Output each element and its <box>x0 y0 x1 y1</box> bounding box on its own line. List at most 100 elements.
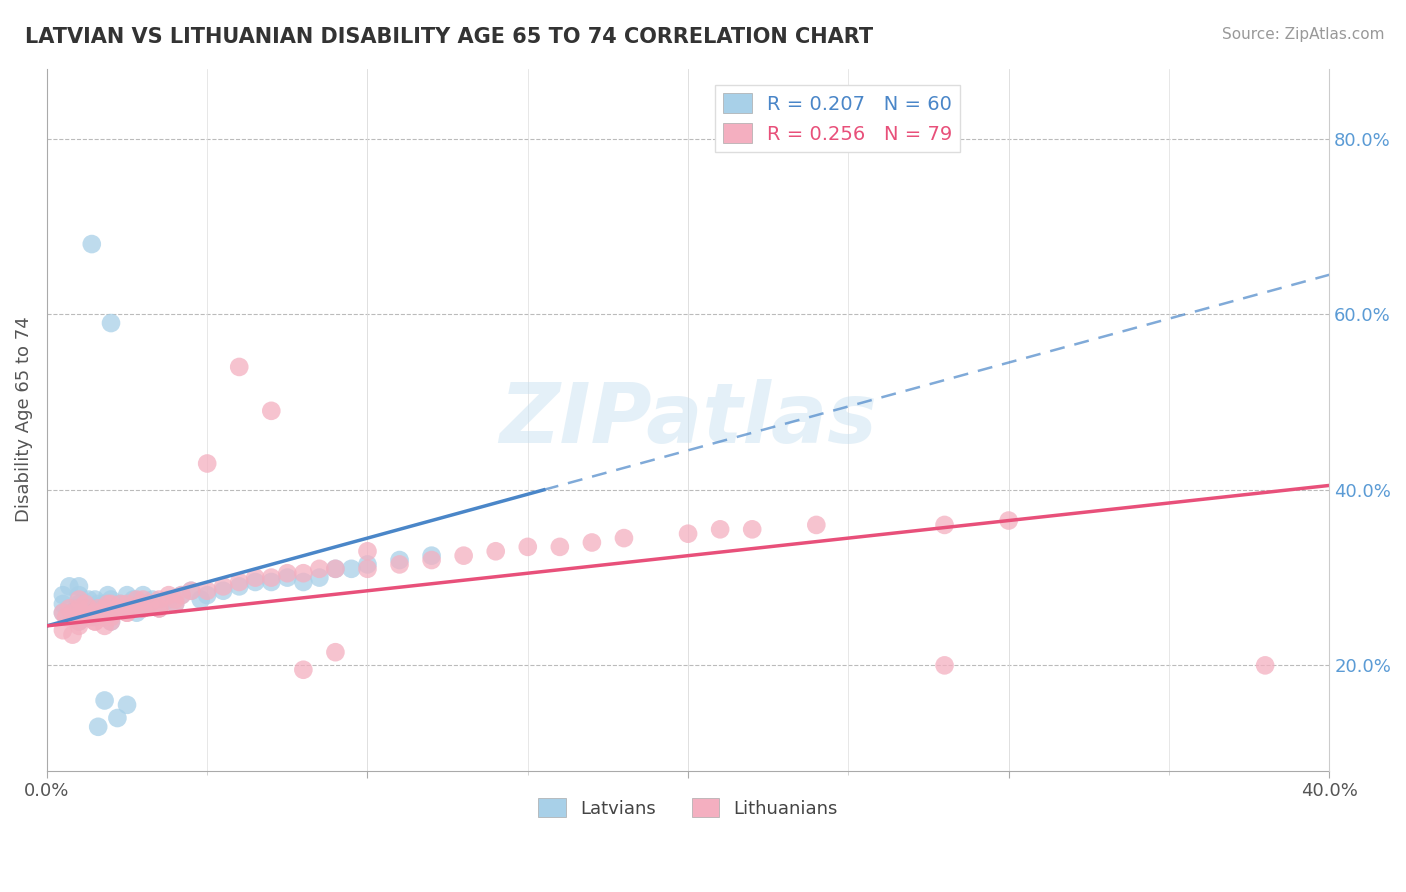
Point <box>97 588 120 602</box>
Point <box>180 583 202 598</box>
Point <box>356 558 378 572</box>
Text: LATVIAN VS LITHUANIAN DISABILITY AGE 65 TO 74 CORRELATION CHART: LATVIAN VS LITHUANIAN DISABILITY AGE 65 … <box>25 27 873 46</box>
Point <box>52 606 75 620</box>
Point <box>245 571 267 585</box>
Point <box>292 663 315 677</box>
Point <box>138 597 160 611</box>
Point <box>356 562 378 576</box>
Point <box>132 592 155 607</box>
Point <box>100 316 122 330</box>
Point <box>453 549 475 563</box>
Point <box>170 588 193 602</box>
Point <box>107 601 129 615</box>
Point <box>84 615 107 629</box>
Point <box>148 601 170 615</box>
Point <box>90 606 112 620</box>
Point <box>308 562 330 576</box>
Point <box>613 531 636 545</box>
Point <box>93 610 115 624</box>
Point <box>709 522 731 536</box>
Point <box>165 597 187 611</box>
Point <box>62 627 84 641</box>
Point <box>84 601 107 615</box>
Point <box>110 597 132 611</box>
Point <box>195 588 218 602</box>
Point <box>93 619 115 633</box>
Point <box>87 601 110 615</box>
Point <box>67 615 90 629</box>
Point <box>325 562 347 576</box>
Point <box>276 566 298 581</box>
Legend: Latvians, Lithuanians: Latvians, Lithuanians <box>531 791 845 825</box>
Point <box>70 606 93 620</box>
Point <box>997 514 1019 528</box>
Point <box>260 404 283 418</box>
Point <box>148 592 170 607</box>
Point <box>420 553 443 567</box>
Point <box>228 579 250 593</box>
Point <box>52 588 75 602</box>
Point <box>741 522 763 536</box>
Point <box>100 597 122 611</box>
Point <box>67 601 90 615</box>
Point <box>100 606 122 620</box>
Point <box>516 540 538 554</box>
Point <box>934 658 956 673</box>
Point <box>67 619 90 633</box>
Point <box>67 588 90 602</box>
Point <box>75 601 97 615</box>
Point <box>84 606 107 620</box>
Point <box>115 601 138 615</box>
Point <box>934 517 956 532</box>
Point <box>356 544 378 558</box>
Point <box>97 597 120 611</box>
Point <box>67 597 90 611</box>
Point <box>132 601 155 615</box>
Point <box>67 606 90 620</box>
Point <box>142 592 165 607</box>
Point <box>292 574 315 589</box>
Point <box>132 588 155 602</box>
Point <box>148 601 170 615</box>
Point <box>100 606 122 620</box>
Point <box>110 597 132 611</box>
Point <box>420 549 443 563</box>
Point <box>195 583 218 598</box>
Point <box>388 558 411 572</box>
Point <box>180 583 202 598</box>
Point <box>157 588 180 602</box>
Point <box>276 571 298 585</box>
Point <box>138 597 160 611</box>
Y-axis label: Disability Age 65 to 74: Disability Age 65 to 74 <box>15 317 32 523</box>
Point <box>170 588 193 602</box>
Point <box>115 597 138 611</box>
Point <box>93 601 115 615</box>
Point <box>100 610 122 624</box>
Point <box>190 592 212 607</box>
Point <box>292 566 315 581</box>
Point <box>125 606 148 620</box>
Point <box>115 698 138 712</box>
Point <box>340 562 363 576</box>
Point <box>77 601 100 615</box>
Point <box>93 693 115 707</box>
Point <box>806 517 828 532</box>
Point <box>548 540 571 554</box>
Text: Source: ZipAtlas.com: Source: ZipAtlas.com <box>1222 27 1385 42</box>
Point <box>228 574 250 589</box>
Point <box>115 606 138 620</box>
Point <box>62 610 84 624</box>
Point <box>100 615 122 629</box>
Point <box>212 583 235 598</box>
Point <box>1254 658 1277 673</box>
Point <box>62 606 84 620</box>
Point <box>107 711 129 725</box>
Point <box>52 597 75 611</box>
Point <box>52 606 75 620</box>
Point <box>122 601 145 615</box>
Point <box>260 574 283 589</box>
Point <box>157 592 180 607</box>
Point <box>65 601 87 615</box>
Point <box>165 597 187 611</box>
Point <box>80 610 103 624</box>
